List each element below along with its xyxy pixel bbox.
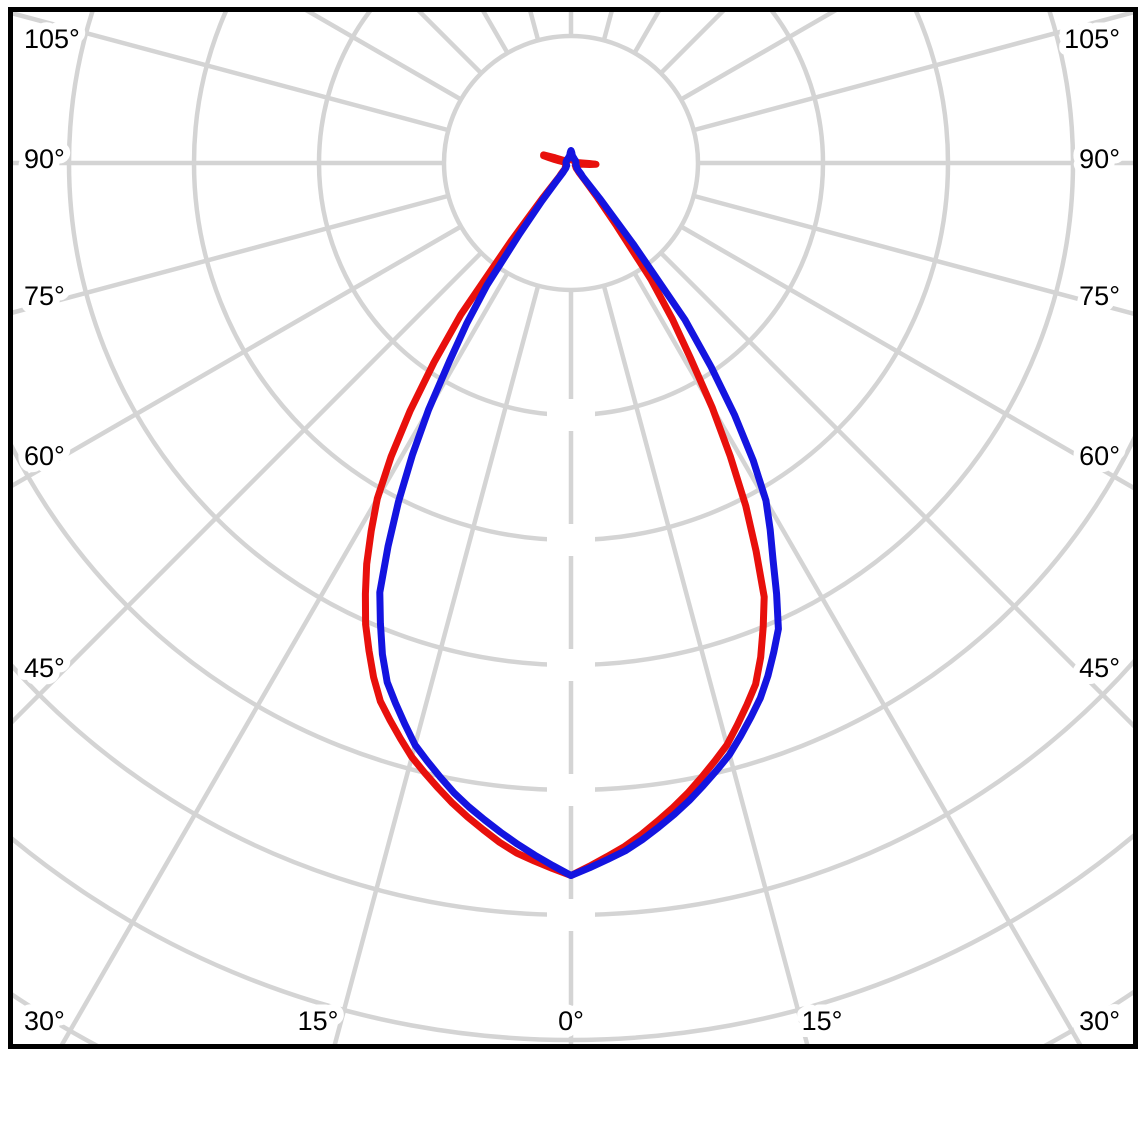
angle-labels: 105° 90° 75° 60° 45° 30° 105° 90° 75° 60° 45° 30° 15… — [17, 17, 1127, 1043]
grid-radial — [601, 12, 614, 41]
angle-label-bottom: 0° — [558, 1006, 584, 1036]
grid-radial — [632, 271, 1084, 1046]
ring-value-boxes — [547, 399, 595, 931]
curves — [361, 147, 782, 879]
grid-radial — [693, 12, 1133, 133]
angle-label-left: 90° — [24, 144, 65, 174]
angle-label-bottom: 15° — [298, 1006, 339, 1036]
plot-border — [8, 7, 1138, 1049]
angle-label-left: 105° — [24, 24, 80, 54]
ring-value-box-blank — [547, 899, 595, 931]
grid-radial — [693, 193, 1133, 316]
angle-label-left: 45° — [24, 653, 65, 683]
grid-radial — [659, 251, 1133, 729]
angle-label-left: 75° — [24, 281, 65, 311]
angle-label-left: 30° — [24, 1006, 65, 1036]
grid-radial — [13, 12, 449, 133]
grid-radial — [58, 271, 510, 1046]
angle-label-right: 60° — [1079, 441, 1120, 471]
grid-ring — [441, 33, 701, 293]
angle-label-right: 30° — [1079, 1006, 1120, 1036]
angle-label-right: 45° — [1079, 653, 1120, 683]
grid-radial — [13, 251, 483, 725]
ring-value-box-blank — [547, 649, 595, 681]
angle-label-right: 75° — [1079, 281, 1120, 311]
grid-radial — [528, 12, 541, 41]
angle-label-right: 105° — [1064, 24, 1120, 54]
grid-radial — [332, 285, 541, 1046]
angle-label-right: 90° — [1079, 144, 1120, 174]
angle-label-left: 60° — [24, 441, 65, 471]
legend-area: cd/klm C0 - C180 C90 - C270 η=100% — [0, 1052, 1143, 1143]
grid-radial — [679, 224, 1133, 491]
curve-c90-c270 — [376, 147, 782, 879]
angle-label-bottom: 15° — [802, 1006, 843, 1036]
grid-radial — [13, 224, 463, 488]
ring-value-box-blank — [547, 399, 595, 431]
grid-radial — [13, 193, 449, 315]
grid-radial — [601, 285, 810, 1046]
ring-value-box-blank — [547, 774, 595, 806]
ring-value-box-blank — [547, 524, 595, 556]
